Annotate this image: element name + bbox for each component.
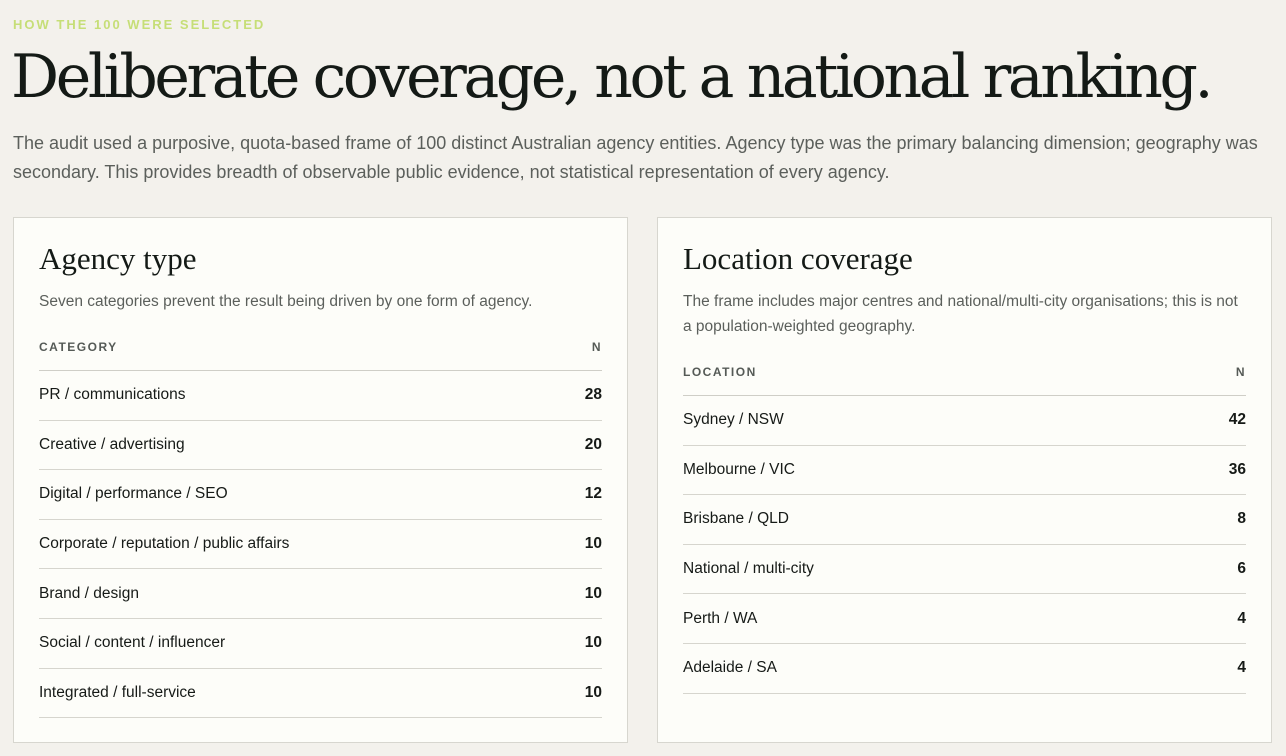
row-label: Brisbane / QLD: [683, 510, 789, 528]
row-label: Creative / advertising: [39, 435, 185, 453]
category-column-header: CATEGORY: [39, 340, 118, 354]
agency-type-table-header: CATEGORY N: [39, 332, 602, 371]
row-count: 10: [584, 584, 602, 602]
row-count: 36: [1228, 460, 1246, 478]
table-row: Integrated / full-service 10: [39, 669, 602, 719]
row-label: Perth / WA: [683, 609, 758, 627]
table-row: Corporate / reputation / public affairs …: [39, 520, 602, 570]
agency-type-card: Agency type Seven categories prevent the…: [13, 217, 628, 743]
row-label: Integrated / full-service: [39, 683, 196, 701]
location-coverage-description: The frame includes major centres and nat…: [683, 293, 1238, 335]
intro-paragraph: The audit used a purposive, quota-based …: [13, 133, 1258, 182]
location-coverage-card: Location coverage The frame includes maj…: [657, 217, 1272, 743]
location-table-header: LOCATION N: [683, 357, 1246, 396]
table-row: Adelaide / SA 4: [683, 644, 1246, 694]
table-row: Melbourne / VIC 36: [683, 446, 1246, 496]
table-row: PR / communications 28: [39, 371, 602, 421]
section-eyebrow: HOW THE 100 WERE SELECTED: [13, 17, 266, 32]
agency-type-description: Seven categories prevent the result bein…: [39, 293, 533, 310]
row-count: 12: [584, 485, 602, 503]
row-label: Adelaide / SA: [683, 659, 777, 677]
table-row: Brand / design 10: [39, 569, 602, 619]
row-label: National / multi-city: [683, 560, 814, 578]
row-count: 10: [584, 683, 602, 701]
row-label: PR / communications: [39, 386, 186, 404]
page-title: Deliberate coverage, not a national rank…: [11, 42, 1214, 112]
table-row: Brisbane / QLD 8: [683, 495, 1246, 545]
row-count: 10: [584, 535, 602, 553]
location-column-header: LOCATION: [683, 365, 757, 379]
table-row: Perth / WA 4: [683, 594, 1246, 644]
row-count: 4: [1237, 609, 1246, 627]
row-label: Digital / performance / SEO: [39, 485, 228, 503]
table-row: National / multi-city 6: [683, 545, 1246, 595]
location-coverage-title: Location coverage: [683, 241, 913, 276]
n-column-header: N: [591, 340, 602, 354]
row-count: 8: [1237, 510, 1246, 528]
row-label: Brand / design: [39, 584, 139, 602]
agency-type-title: Agency type: [39, 241, 197, 276]
row-count: 10: [584, 634, 602, 652]
row-count: 42: [1228, 411, 1246, 429]
row-count: 28: [584, 386, 602, 404]
row-label: Social / content / influencer: [39, 634, 226, 652]
row-count: 20: [584, 435, 602, 453]
row-count: 4: [1237, 659, 1246, 677]
table-row: Creative / advertising 20: [39, 421, 602, 471]
row-label: Melbourne / VIC: [683, 460, 795, 478]
table-row: Sydney / NSW 42: [683, 396, 1246, 446]
row-label: Corporate / reputation / public affairs: [39, 535, 290, 553]
n-column-header: N: [1235, 365, 1246, 379]
table-row: Digital / performance / SEO 12: [39, 470, 602, 520]
row-label: Sydney / NSW: [683, 411, 784, 429]
row-count: 6: [1237, 560, 1246, 578]
location-table: LOCATION N Sydney / NSW 42 Melbourne / V…: [683, 357, 1246, 694]
agency-type-table: CATEGORY N PR / communications 28 Creati…: [39, 332, 602, 719]
table-row: Social / content / influencer 10: [39, 619, 602, 669]
